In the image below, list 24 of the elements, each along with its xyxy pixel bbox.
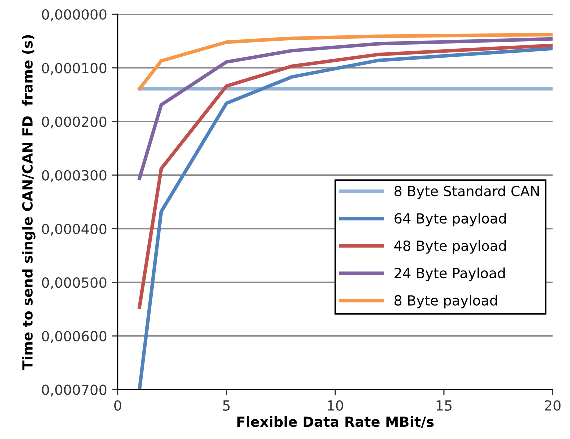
x-tick-label: 20 [545, 400, 561, 411]
line-series [138, 37, 553, 180]
y-tick-label: 0,000100 [42, 63, 107, 75]
y-tick-label: 0,000200 [42, 116, 107, 129]
x-tick-label: 5 [223, 400, 230, 411]
legend-label: 48 Byte payload [394, 240, 506, 254]
y-tick-label: 0,000700 [42, 384, 107, 397]
x-tick-label: 10 [328, 400, 344, 411]
y-tick-label: 0,000600 [42, 331, 107, 344]
line-series [138, 47, 553, 390]
y-tick-label: 0,000000 [42, 9, 107, 22]
y-tick-label: 0,000300 [42, 170, 107, 182]
y-axis-title: Time to send single CAN/CAN FD frame (s) [22, 35, 36, 370]
line-series [138, 44, 553, 309]
x-tick-label: 15 [436, 400, 452, 411]
y-tick-label: 0,000500 [42, 278, 107, 290]
legend-label: 8 Byte payload [394, 295, 498, 309]
legend-label: 64 Byte payload [394, 213, 506, 227]
y-tick-label: 0,000400 [42, 224, 107, 236]
line-series [138, 33, 553, 91]
legend-label: 8 Byte Standard CAN [394, 186, 540, 200]
legend-label: 24 Byte Payload [394, 268, 505, 282]
x-axis-title: Flexible Data Rate MBit/s [238, 416, 434, 428]
x-tick-label: 0 [114, 400, 122, 411]
